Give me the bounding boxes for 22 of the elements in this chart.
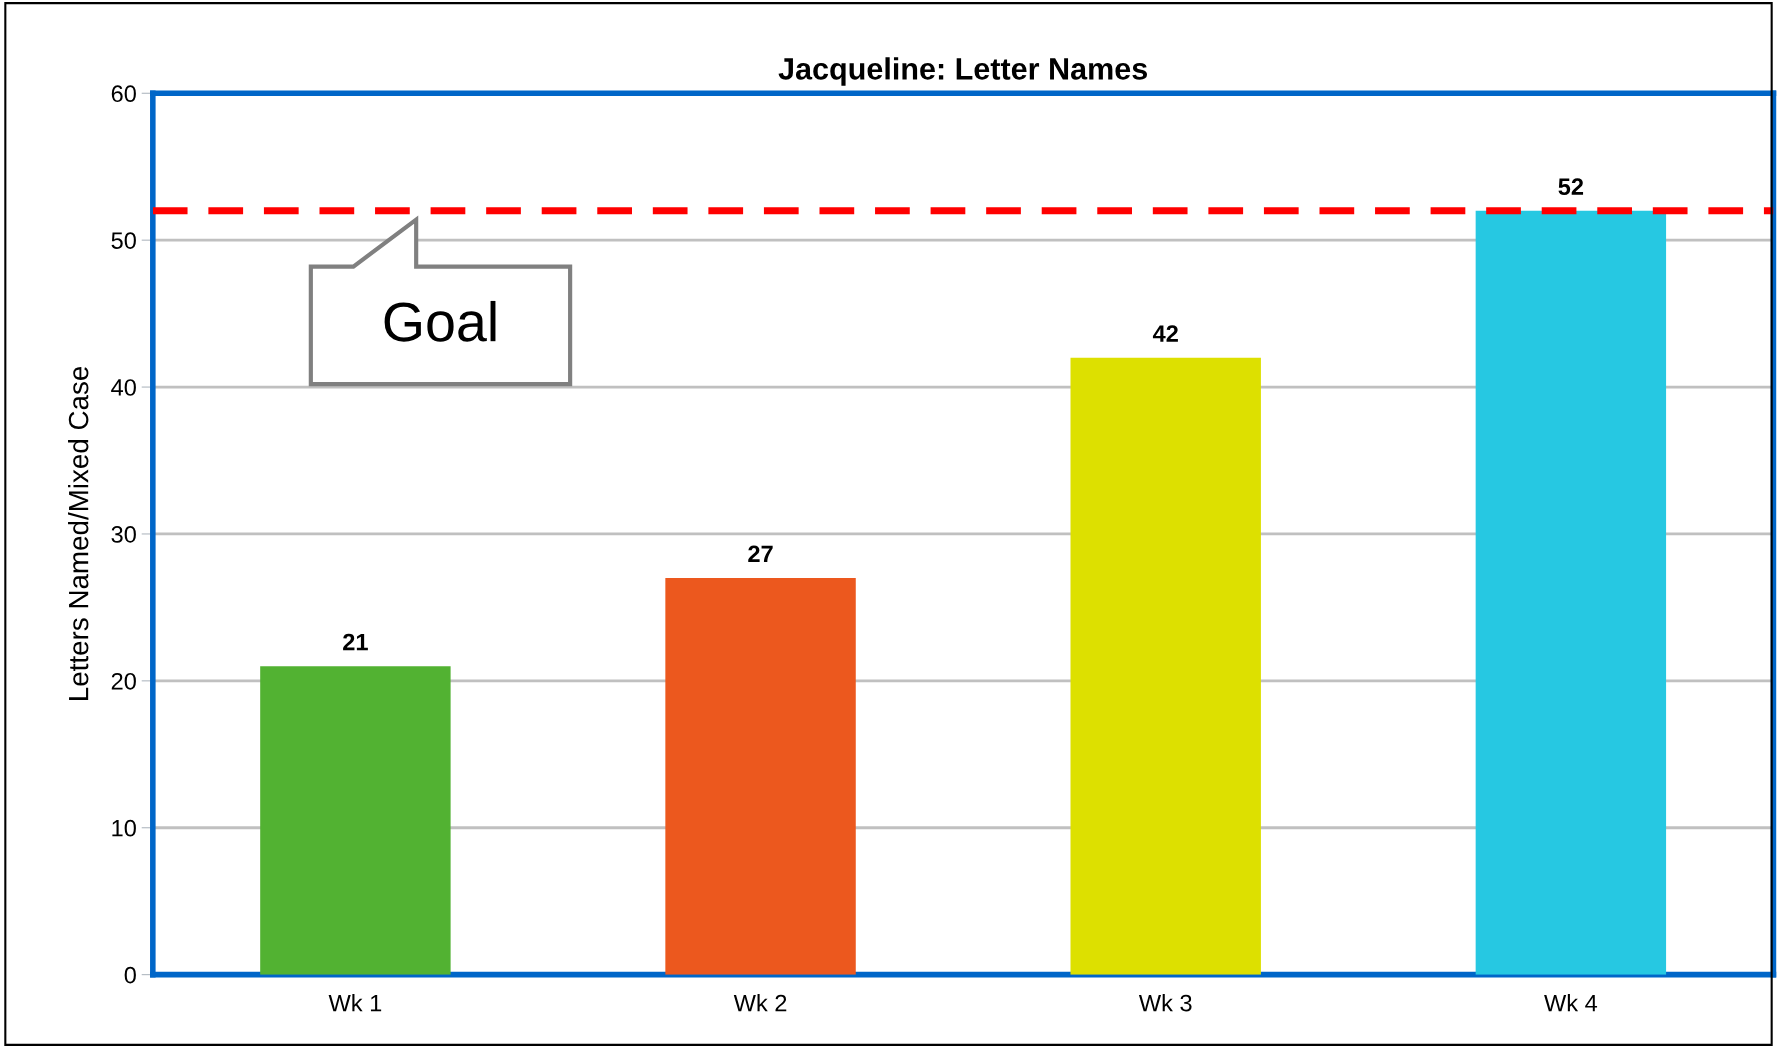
bar xyxy=(1475,210,1667,975)
data-label: 27 xyxy=(748,545,773,563)
y-tick-label: 40 xyxy=(111,379,136,396)
y-tick-label: 30 xyxy=(111,526,136,543)
y-tick-label: 60 xyxy=(111,85,136,103)
y-axis-title: Letters Named/Mixed Case xyxy=(68,366,89,700)
ref-line-label: Goal xyxy=(384,300,496,342)
y-tick-label: 0 xyxy=(124,966,136,984)
bar xyxy=(1070,357,1261,975)
bar xyxy=(665,578,856,975)
y-tick-label: 20 xyxy=(111,672,136,690)
x-tick-label: Wk 4 xyxy=(1544,994,1598,1012)
x-tick-label: Wk 1 xyxy=(328,994,382,1012)
x-tick-label: Wk 3 xyxy=(1138,994,1192,1012)
data-label: 52 xyxy=(1558,178,1584,196)
data-label: 21 xyxy=(343,633,368,651)
y-tick-label: 50 xyxy=(111,232,136,249)
x-tick-label: Wk 2 xyxy=(733,994,787,1012)
data-label: 42 xyxy=(1152,325,1178,342)
chart-title: Jacqueline: Letter Names xyxy=(778,57,1147,86)
bar xyxy=(260,666,451,975)
y-tick-label: 10 xyxy=(112,819,136,837)
